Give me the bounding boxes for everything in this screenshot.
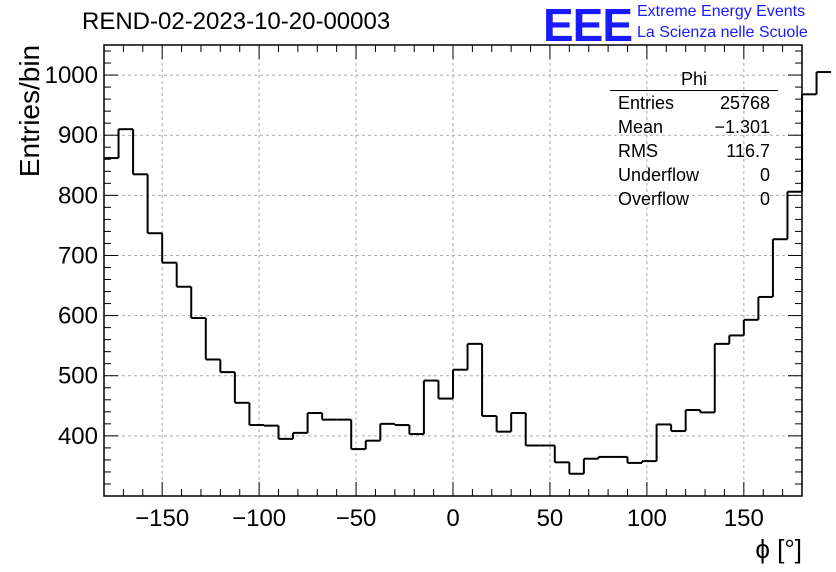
y-axis-label: Entries/bin bbox=[14, 44, 45, 178]
stats-row-mean: Mean −1.301 bbox=[610, 115, 778, 139]
stats-row-underflow: Underflow 0 bbox=[610, 163, 778, 187]
x-tick-label: −100 bbox=[232, 505, 286, 532]
stats-name: Phi bbox=[610, 68, 778, 91]
logo-line-2: La Scienza nelle Scuole bbox=[637, 24, 808, 41]
y-tick-label: 600 bbox=[58, 303, 98, 330]
eee-logo: EEE bbox=[543, 0, 633, 51]
stats-label: Underflow bbox=[618, 165, 700, 185]
y-tick-label: 900 bbox=[58, 122, 98, 149]
stats-value: −1.301 bbox=[714, 117, 770, 137]
y-tick-label: 500 bbox=[58, 363, 98, 390]
y-tick-label: 1000 bbox=[45, 62, 98, 89]
stats-row-entries: Entries 25768 bbox=[610, 91, 778, 115]
x-tick-label: 0 bbox=[446, 505, 459, 532]
stats-label: RMS bbox=[618, 141, 658, 161]
tick-marks bbox=[103, 45, 803, 497]
stats-value: 0 bbox=[759, 189, 770, 209]
stats-row-rms: RMS 116.7 bbox=[610, 139, 778, 163]
logo-line-1: Extreme Energy Events bbox=[637, 3, 806, 20]
x-tick-label: 150 bbox=[724, 505, 764, 532]
x-axis-label: ϕ [°] bbox=[755, 534, 802, 564]
histogram-bins bbox=[104, 71, 832, 475]
chart-title: REND-02-2023-10-20-00003 bbox=[82, 8, 391, 35]
stats-value: 0 bbox=[759, 165, 770, 185]
y-tick-label: 700 bbox=[58, 242, 98, 269]
stats-label: Overflow bbox=[618, 189, 690, 209]
x-tick-label: −50 bbox=[336, 505, 377, 532]
stats-value: 116.7 bbox=[726, 141, 770, 161]
y-tick-label: 800 bbox=[58, 182, 98, 209]
x-tick-label: 100 bbox=[627, 505, 667, 532]
stats-label: Entries bbox=[618, 93, 675, 113]
y-tick-label: 400 bbox=[58, 423, 98, 450]
x-tick-label: −150 bbox=[135, 505, 189, 532]
stats-label: Mean bbox=[618, 117, 664, 137]
tick-labels: −150 −100 −50 0 50 100 150 400 500 600 700 800 900 10… bbox=[45, 62, 764, 532]
stats-box: Phi Entries 25768 Mean −1.301 RMS 116.7 … bbox=[610, 68, 778, 211]
x-tick-label: 50 bbox=[537, 505, 564, 532]
stats-row-overflow: Overflow 0 bbox=[610, 187, 778, 211]
stats-value: 25768 bbox=[719, 93, 770, 113]
